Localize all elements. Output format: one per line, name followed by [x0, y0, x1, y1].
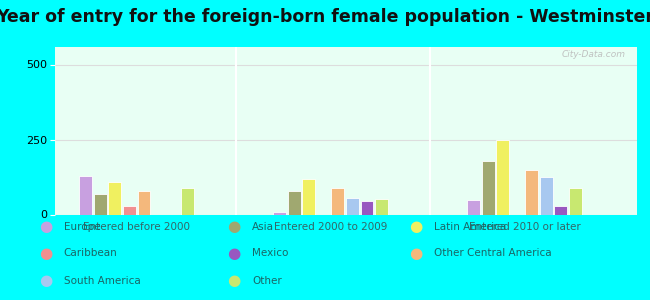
Bar [467, 200, 480, 214]
Text: Latin America: Latin America [434, 221, 506, 232]
Bar [569, 188, 582, 214]
Bar [273, 212, 286, 214]
Bar [554, 206, 567, 214]
Bar [497, 140, 509, 214]
Text: ●: ● [39, 219, 52, 234]
Text: ●: ● [227, 273, 240, 288]
Bar [361, 201, 373, 214]
Text: ●: ● [39, 273, 52, 288]
Bar [302, 178, 315, 214]
Text: Caribbean: Caribbean [64, 248, 118, 259]
Bar [123, 206, 136, 214]
Bar [181, 188, 194, 214]
Text: City-Data.com: City-Data.com [562, 50, 625, 59]
Bar [94, 194, 107, 214]
Bar [79, 176, 92, 214]
Text: ●: ● [39, 246, 52, 261]
Text: ●: ● [227, 246, 240, 261]
Text: ●: ● [410, 219, 422, 234]
Bar [109, 182, 122, 214]
Bar [332, 188, 344, 214]
Bar [375, 199, 388, 214]
Text: ●: ● [410, 246, 422, 261]
Bar [540, 177, 552, 214]
Text: Year of entry for the foreign-born female population - Westminster: Year of entry for the foreign-born femal… [0, 8, 650, 26]
Bar [346, 198, 359, 214]
Bar [288, 190, 301, 214]
Text: Other: Other [252, 275, 282, 286]
Bar [482, 160, 495, 214]
Text: Mexico: Mexico [252, 248, 289, 259]
Text: Other Central America: Other Central America [434, 248, 552, 259]
Bar [138, 190, 150, 214]
Text: Asia: Asia [252, 221, 274, 232]
Bar [525, 169, 538, 214]
Text: Europe: Europe [64, 221, 100, 232]
Text: South America: South America [64, 275, 140, 286]
Text: ●: ● [227, 219, 240, 234]
